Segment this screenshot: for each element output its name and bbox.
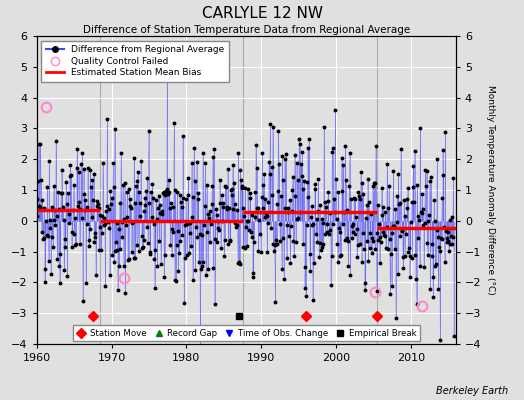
Y-axis label: Monthly Temperature Anomaly Difference (°C): Monthly Temperature Anomaly Difference (… <box>486 85 495 295</box>
Text: Berkeley Earth: Berkeley Earth <box>436 386 508 396</box>
Legend: Station Move, Record Gap, Time of Obs. Change, Empirical Break: Station Move, Record Gap, Time of Obs. C… <box>73 325 420 341</box>
Title: Difference of Station Temperature Data from Regional Average: Difference of Station Temperature Data f… <box>83 25 410 35</box>
Text: CARLYLE 12 NW: CARLYLE 12 NW <box>202 6 322 21</box>
